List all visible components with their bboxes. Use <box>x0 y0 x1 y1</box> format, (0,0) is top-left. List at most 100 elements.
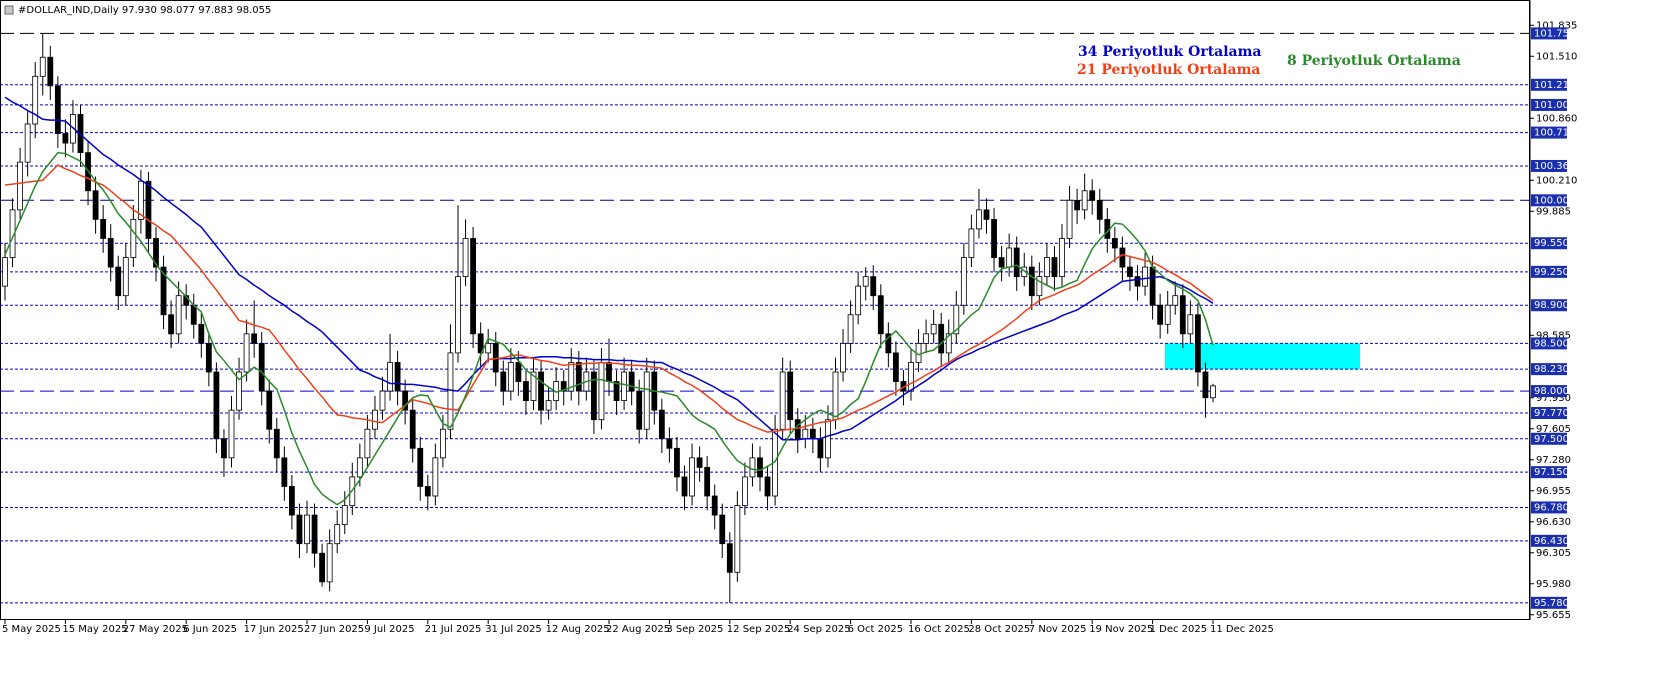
candle-body <box>658 409 665 440</box>
candle-body <box>1127 266 1133 278</box>
candle-body <box>840 342 846 373</box>
candle-body <box>885 333 892 354</box>
candle-body <box>877 295 884 335</box>
level-label: 95.780 <box>1534 598 1569 609</box>
candle-body <box>364 428 371 459</box>
candle-body <box>251 333 258 344</box>
y-tick-label: 100.210 <box>1536 175 1577 186</box>
candle-body <box>568 362 575 392</box>
x-tick-label: 9 Jul 2025 <box>364 624 414 635</box>
candle-body <box>1187 314 1194 335</box>
candle-body <box>266 390 273 430</box>
candle-body <box>1089 190 1096 201</box>
ma-line <box>4 151 1214 506</box>
level-label: 98.900 <box>1534 300 1569 311</box>
candle-body <box>1210 385 1216 399</box>
x-tick-label: 6 Oct 2025 <box>848 624 903 635</box>
candle-body <box>258 342 265 392</box>
candle-body <box>424 486 431 497</box>
candle-body <box>998 257 1005 268</box>
y-tick-label: 101.510 <box>1536 51 1577 62</box>
candle-body <box>228 409 235 459</box>
candle-body <box>281 457 288 487</box>
candle-body <box>704 466 711 497</box>
x-tick-label: 19 Nov 2025 <box>1089 624 1153 635</box>
price-zone <box>1165 343 1360 370</box>
candle-body <box>32 75 39 125</box>
candle-body <box>953 304 960 335</box>
candle-body <box>1119 247 1126 268</box>
candle-body <box>507 362 514 392</box>
candle-body <box>130 218 137 258</box>
candle-body <box>855 285 862 316</box>
candle-body <box>168 314 175 335</box>
level-label-bg <box>1531 27 1567 40</box>
candle-body <box>968 228 975 258</box>
x-tick-label: 12 Aug 2025 <box>546 624 610 635</box>
legend-label: 34 Periyotluk Ortalama <box>1078 44 1262 60</box>
candle-body <box>107 238 114 268</box>
candle-body <box>145 180 152 239</box>
candle-body <box>719 514 726 545</box>
candle-body <box>243 333 250 373</box>
candle-body <box>734 505 741 573</box>
legend-label: 21 Periyotluk Ortalama <box>1077 62 1261 78</box>
y-tick-label: 97.280 <box>1536 455 1571 466</box>
candle-body <box>976 209 982 230</box>
candle-body <box>893 352 899 382</box>
candle-body <box>409 409 416 449</box>
y-tick-label: 96.955 <box>1536 486 1571 497</box>
candle-body <box>787 371 794 421</box>
x-tick-label: 7 Nov 2025 <box>1029 624 1087 635</box>
candle-body <box>1172 295 1179 306</box>
level-label-bg <box>1531 194 1567 207</box>
candle-body <box>1006 247 1013 268</box>
candle-body <box>372 409 378 430</box>
level-label-bg <box>1531 501 1567 514</box>
level-label: 98.000 <box>1534 386 1569 397</box>
candle-body <box>417 447 424 487</box>
level-label: 101.211 <box>1534 80 1575 91</box>
candle-body <box>591 371 597 421</box>
candle-body <box>1179 295 1186 335</box>
x-tick-label: 31 Jul 2025 <box>485 624 542 635</box>
candle-body <box>689 457 695 497</box>
ma-line <box>4 96 1214 441</box>
candle-body <box>500 371 507 392</box>
candle-body <box>17 161 24 211</box>
candle-body <box>530 371 537 402</box>
candle-body <box>757 457 763 478</box>
level-label-bg <box>1531 534 1567 547</box>
candle-body <box>1066 199 1073 239</box>
candle-body <box>628 371 635 392</box>
plot-frame <box>0 0 1530 620</box>
candle-body <box>100 218 107 239</box>
candle-body <box>394 362 401 392</box>
candle-body <box>1157 304 1164 325</box>
symbol-icon <box>4 5 14 15</box>
candle-body <box>319 552 326 583</box>
candle-body <box>92 190 99 220</box>
candle-body <box>598 362 605 421</box>
candle-body <box>983 209 990 220</box>
candle-body <box>153 238 159 268</box>
x-tick-label: 3 Sep 2025 <box>666 624 723 635</box>
candle-body <box>2 257 8 287</box>
candle-body <box>470 238 477 335</box>
candle-body <box>54 85 61 134</box>
y-tick-label: 99.885 <box>1536 206 1571 217</box>
y-tick-label: 98.585 <box>1536 330 1571 341</box>
candle-body <box>613 381 620 402</box>
y-tick-label: 101.835 <box>1536 20 1577 31</box>
candle-body <box>432 457 439 497</box>
y-tick-label: 95.980 <box>1536 579 1571 590</box>
x-tick-label: 11 Dec 2025 <box>1210 624 1274 635</box>
candle-body <box>9 209 16 258</box>
level-label-bg <box>1531 265 1567 278</box>
candle-body <box>802 428 809 440</box>
candle-body <box>1111 238 1118 249</box>
candle-body <box>523 381 529 402</box>
level-label-bg <box>1531 337 1567 350</box>
legend-label: 8 Periyotluk Ortalama <box>1287 53 1461 69</box>
x-tick-label: 27 May 2025 <box>123 624 188 635</box>
